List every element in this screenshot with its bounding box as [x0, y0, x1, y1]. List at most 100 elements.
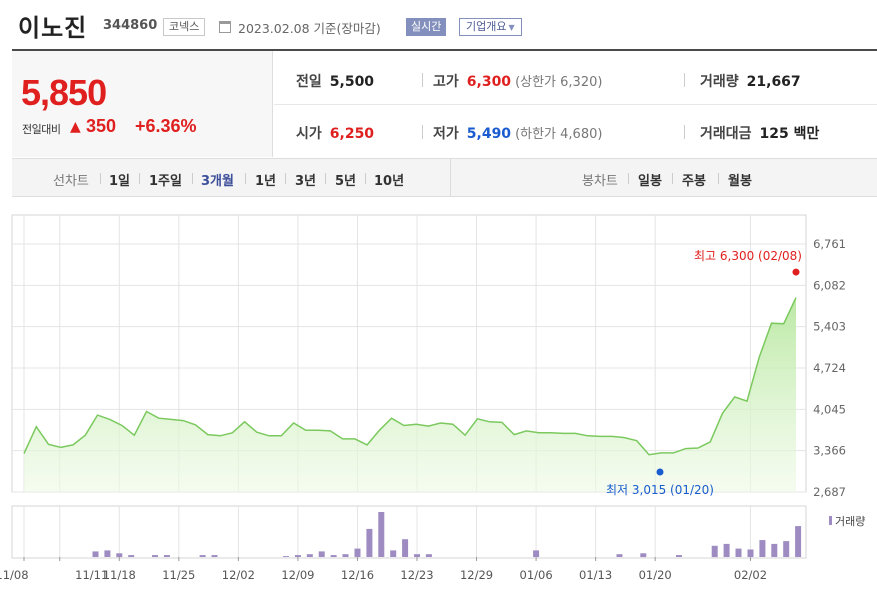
divider [325, 173, 326, 184]
period-toolbar: 선차트 1일 1주일 3개월 1년 3년 5년 10년 봉차트 일봉 주봉 월봉 [12, 158, 877, 197]
stock-code: 344860 [103, 18, 158, 33]
divider [245, 173, 246, 184]
min-label: 최저 3,015 (01/20) [606, 483, 714, 497]
base-date: 2023.02.08 기준(장마감) [238, 21, 381, 36]
period-3m[interactable]: 3개월 [201, 174, 234, 189]
x-tick-label: 11/08 [0, 568, 29, 582]
volume-bar [152, 555, 158, 557]
divider [628, 173, 629, 184]
low-value: 5,490 [466, 126, 512, 142]
x-tick-label: 12/23 [400, 568, 433, 582]
min-marker [656, 468, 664, 476]
caret-down-icon: ▼ [508, 23, 515, 32]
volume-bar [163, 555, 170, 557]
volume-bar [771, 543, 778, 557]
period-5y[interactable]: 5년 [335, 174, 357, 189]
volume-bar [366, 528, 373, 557]
max-marker [792, 268, 800, 276]
y-tick-label: 6,082 [813, 278, 846, 292]
period-3y[interactable]: 3년 [295, 174, 317, 189]
volume: 거래량 21,667 [700, 71, 801, 91]
volume-bar [199, 555, 206, 557]
candle-daily[interactable]: 일봉 [638, 174, 662, 189]
candle-chart-label: 봉차트 [582, 174, 618, 189]
volume-legend-label: 거래량 [835, 515, 865, 528]
x-tick-label: 12/09 [281, 568, 314, 582]
volume-bar [104, 550, 111, 557]
volume-bar [795, 526, 802, 557]
price-line [23, 297, 797, 456]
volume-bar [425, 554, 432, 557]
market-badge: 코넥스 [163, 18, 206, 36]
volume-bar [211, 555, 218, 557]
volume-bar [294, 555, 301, 557]
price-summary: 5,850 전일대비 ▲ 350 +6.36% 전일 5,500 고가 6,300(… [12, 49, 877, 157]
high-label: 고가 [433, 74, 459, 90]
x-tick-label: 01/20 [639, 568, 672, 582]
period-1y[interactable]: 1년 [255, 174, 277, 189]
trade-value-label: 거래대금 [700, 126, 752, 142]
volume-bar [747, 549, 754, 557]
volume-bar [318, 551, 325, 557]
divider [718, 173, 719, 184]
volume-label: 거래량 [700, 74, 739, 90]
volume-bar [402, 539, 409, 557]
prev-close-value: 5,500 [329, 74, 375, 90]
divider [672, 173, 673, 184]
prev-close: 전일 5,500 [296, 71, 374, 91]
volume-bar [616, 554, 623, 557]
y-tick-label: 2,687 [813, 485, 846, 499]
stock-header: 이노진 344860 코넥스 2023.02.08 기준(장마감) 실시간 기업… [0, 0, 877, 42]
open-value: 6,250 [329, 126, 375, 142]
change-label: 전일대비 [22, 123, 61, 136]
volume-bar [783, 541, 790, 557]
company-info-dropdown[interactable]: 기업개요 ▼ [459, 18, 522, 36]
x-tick-label: 12/02 [222, 568, 255, 582]
y-tick-label: 6,761 [813, 237, 846, 251]
period-1d[interactable]: 1일 [109, 174, 131, 189]
upper-limit: (상한가 6,320) [515, 75, 603, 90]
volume-bar [759, 540, 766, 557]
divider [422, 73, 423, 87]
y-tick-label: 4,045 [813, 402, 846, 416]
calendar-icon [219, 21, 231, 33]
x-tick-label: 01/06 [520, 568, 553, 582]
volume-bar [735, 548, 742, 557]
divider [139, 173, 140, 184]
volume-bar [378, 512, 385, 557]
low-label: 저가 [433, 126, 459, 142]
change-rate: +6.36% [135, 116, 197, 136]
low-price: 저가 5,490 (하한가 4,680) [433, 123, 602, 143]
period-1w[interactable]: 1주일 [149, 174, 182, 189]
volume-bar [128, 555, 135, 557]
volume-bar [711, 545, 718, 558]
trade-value: 거래대금 125 백만 [700, 123, 819, 143]
x-tick-label: 11/18 [103, 568, 136, 582]
divider [684, 73, 685, 87]
period-10y[interactable]: 10년 [374, 174, 405, 189]
y-tick-label: 3,366 [813, 444, 846, 458]
realtime-button[interactable]: 실시간 [406, 18, 447, 36]
divider [285, 173, 286, 184]
prev-close-label: 전일 [296, 74, 322, 90]
price-change: 350 [86, 116, 117, 136]
high-value: 6,300 [466, 74, 512, 90]
volume-bar [354, 548, 361, 557]
x-tick-label: 02/02 [734, 568, 767, 582]
volume-bar [723, 543, 730, 557]
volume-bar [283, 556, 289, 557]
volume-bar [116, 553, 123, 558]
candle-weekly[interactable]: 주봉 [682, 174, 706, 189]
candle-monthly[interactable]: 월봉 [728, 174, 752, 189]
volume-border [11, 505, 807, 559]
volume-bar [414, 554, 420, 557]
volume-value: 21,667 [746, 74, 801, 90]
volume-bar [640, 553, 647, 558]
x-tick-label: 11/25 [162, 568, 195, 582]
open-price: 시가 6,250 [296, 123, 374, 143]
x-tick-label: 12/29 [460, 568, 493, 582]
price-area [24, 297, 796, 492]
y-tick-label: 5,403 [813, 320, 846, 334]
line-chart-label: 선차트 [53, 174, 89, 189]
